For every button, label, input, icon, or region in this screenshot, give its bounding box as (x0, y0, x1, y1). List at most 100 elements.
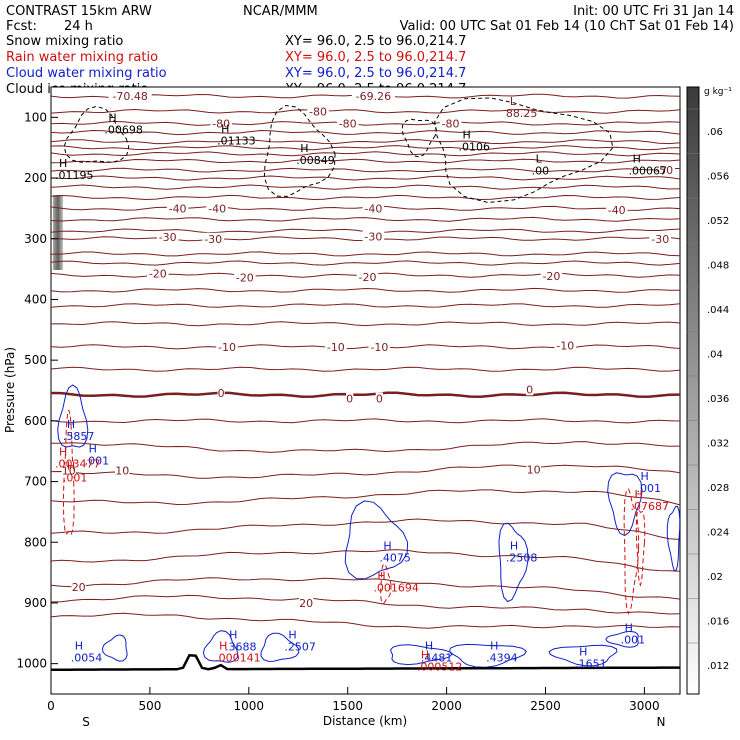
cloud-water-contour (666, 505, 680, 572)
x-tick-label: 500 (138, 699, 161, 713)
colorbar-ticks: .06 .056 .052 .048 .044 .04 .036 .032 .028 .024 .0… (687, 108, 729, 672)
model-title: CONTRAST 15km ARW (6, 4, 152, 19)
rain-water-contours (62, 409, 646, 615)
cloud-water-contour (260, 632, 300, 662)
isotherm-line (51, 216, 680, 222)
colorbar-tick-label: .032 (707, 439, 729, 450)
cloud-water-contour (605, 630, 639, 648)
x-tick-label: 2000 (431, 699, 462, 713)
isotherm-line (51, 489, 680, 506)
cloud-ice-contours (63, 97, 614, 204)
isotherm-line (51, 151, 680, 157)
extremum-value: .4075 (379, 551, 411, 564)
y-tick-label: 700 (24, 475, 47, 489)
contour-label: -10 (327, 341, 345, 354)
extremum-value: .2507 (284, 641, 316, 654)
extremum-value: .4481 (421, 652, 453, 665)
contour-label: -40 (608, 204, 626, 217)
contour-label: -80 (442, 117, 460, 130)
isotherm-line (51, 464, 680, 479)
colorbar-tick-label: .02 (707, 572, 723, 583)
isotherm-line (51, 251, 680, 257)
extrema-labels: H.00698 H.01133H.00849H.0106L88.25L.00H.0… (55, 95, 669, 674)
y-axis: 100 200 300 400 500 600 700 800 900 1000 (16, 110, 58, 671)
x-axis: 0 500 1000 1500 2000 2500 3000 (47, 687, 660, 713)
isotherm-line (51, 158, 680, 164)
contour-label: -10 (218, 341, 236, 354)
colorbar-tick-label: .012 (707, 661, 729, 672)
isotherm-line (51, 612, 680, 629)
contour-label: 10 (115, 465, 129, 478)
y-axis-title: Pressure (hPa) (3, 347, 17, 433)
isotherm-line (51, 303, 680, 308)
isotherm-line (51, 120, 680, 126)
contour-label-bg (71, 581, 86, 594)
contour-label: 0 (346, 392, 353, 405)
legend-snow-xy: XY= 96.0, 2.5 to 96.0,214.7 (285, 34, 466, 49)
fcst-value: 24 h (64, 19, 93, 34)
contour-label-bg (351, 90, 396, 103)
contour-label: -20 (358, 271, 376, 284)
isotherm-line (51, 167, 680, 173)
contour-label-bg (217, 386, 225, 399)
isotherm-line (51, 366, 680, 372)
extremum-value: .01195 (55, 169, 94, 182)
contour-label: 10 (527, 463, 541, 476)
isotherm-line (51, 391, 680, 399)
cloud-ice-contour (263, 104, 336, 197)
extremum-value: .4394 (486, 652, 518, 665)
cloud-water-contour (548, 644, 618, 667)
contour-label-bg (540, 269, 563, 282)
contour-label-bg (649, 232, 672, 245)
valid-time: Valid: 00 UTC Sat 01 Feb 14 (10 ChT Sat … (400, 19, 734, 34)
contour-label-bg (362, 202, 385, 215)
isotherm-line (51, 441, 680, 453)
contour-label: -40 (169, 202, 187, 215)
contour-label: -10 (370, 341, 388, 354)
colorbar-tick-label: .016 (707, 617, 729, 628)
extremum-marker: H (377, 570, 385, 583)
init-time: Init: 00 UTC Fri 31 Jan 14 (573, 4, 734, 19)
colorbar-tick-label: .056 (707, 172, 729, 183)
isotherm-line (51, 145, 680, 151)
contour-label: -30 (159, 231, 177, 244)
contour-label-bg (156, 230, 179, 243)
extremum-marker: H (288, 629, 296, 642)
extremum-marker: H (640, 470, 648, 483)
extremum-value: .00698 (104, 123, 143, 136)
contour-label-bg (166, 202, 189, 215)
extremum-marker: L (510, 95, 517, 108)
extremum-marker: H (425, 640, 433, 653)
isotherm-line (51, 139, 680, 145)
isotherm-line (51, 184, 680, 190)
x-tick-label: 1000 (234, 699, 265, 713)
contour-labels: -70.48 -69.26 -80 -80 -80 -80 -50 -40 -40 -40 -40 -… (61, 90, 675, 610)
rain-water-contour (623, 488, 640, 615)
contour-label: -70.48 (112, 90, 147, 103)
extremum-value: .2508 (506, 551, 538, 564)
extremum-value: .001 (621, 633, 646, 646)
colorbar-unit: g kg⁻¹ (704, 87, 732, 97)
cloud-water-contours (57, 384, 680, 668)
contour-label: -69.26 (356, 90, 391, 103)
extremum-marker: H (421, 649, 429, 662)
cloud-water-contour (202, 630, 239, 663)
contour-label-bg (605, 204, 628, 217)
isotherm-line (51, 287, 680, 293)
x-tick-label: 1500 (332, 699, 363, 713)
y-tick-label: 400 (24, 292, 47, 306)
contour-label: -80 (309, 105, 327, 118)
extremum-value: .001 (63, 471, 87, 484)
contour-label-bg (298, 596, 314, 609)
y-tick-label: 800 (24, 535, 47, 549)
extremum-marker: H (229, 629, 237, 642)
contour-label-bg (439, 117, 462, 130)
colorbar-tick-label: .028 (707, 483, 729, 494)
contour-label-bg (526, 383, 534, 396)
contour-label: 10 (62, 465, 76, 478)
contour-label-bg (346, 392, 354, 405)
contour-label: -30 (651, 233, 669, 246)
cloud-water-contour (101, 634, 128, 662)
cloud-ice-contour (63, 105, 130, 163)
